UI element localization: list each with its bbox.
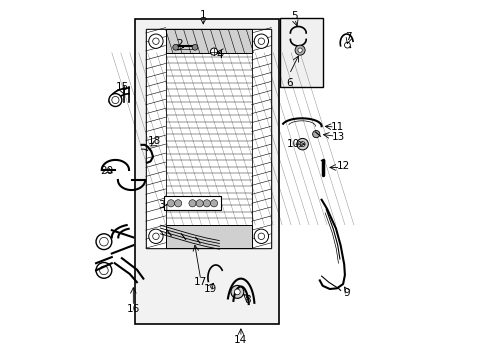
Text: 11: 11 [330,122,344,132]
Bar [145,30,165,248]
Text: 9: 9 [343,288,349,298]
Bar [165,225,251,248]
Text: 15: 15 [116,82,129,93]
Circle shape [210,48,217,55]
Text: 8: 8 [244,295,250,305]
Circle shape [112,96,119,104]
Circle shape [234,289,240,295]
Circle shape [109,94,122,107]
Circle shape [196,200,203,207]
Circle shape [203,200,210,207]
Text: 10: 10 [286,139,299,149]
Circle shape [254,229,268,243]
Circle shape [192,44,198,50]
Circle shape [258,233,264,239]
Bar [163,196,221,211]
Circle shape [96,262,112,278]
Bar [135,19,278,324]
Text: 3: 3 [158,200,164,210]
Text: 2: 2 [176,40,183,49]
Circle shape [344,42,349,48]
Circle shape [294,45,305,55]
Text: 12: 12 [336,161,349,171]
Circle shape [152,233,159,239]
Text: 16: 16 [126,304,140,314]
Circle shape [100,237,108,246]
Circle shape [100,266,108,275]
Circle shape [148,229,163,243]
Bar [165,53,251,225]
Text: 7: 7 [345,32,351,41]
Text: 13: 13 [331,132,345,142]
Text: 1: 1 [200,10,206,20]
Circle shape [188,200,196,207]
Text: 18: 18 [147,136,161,146]
Bar [145,30,271,248]
Circle shape [172,44,178,50]
Circle shape [152,38,159,44]
Text: 4: 4 [216,50,222,60]
Text: 19: 19 [203,284,217,294]
Circle shape [230,285,244,298]
Text: 20: 20 [100,166,113,176]
Bar [279,18,323,87]
Bar [251,30,271,248]
Circle shape [96,234,112,249]
Circle shape [312,131,319,138]
Circle shape [210,200,217,207]
Circle shape [174,200,182,207]
Circle shape [297,48,302,52]
Circle shape [258,38,264,44]
Circle shape [254,34,268,48]
Text: 17: 17 [194,277,207,287]
Circle shape [148,34,163,48]
Text: 6: 6 [285,78,292,88]
Circle shape [167,200,174,207]
Circle shape [296,138,308,150]
Text: 5: 5 [291,11,297,21]
Circle shape [300,141,305,147]
Text: 14: 14 [234,334,247,345]
Bar [165,30,251,53]
